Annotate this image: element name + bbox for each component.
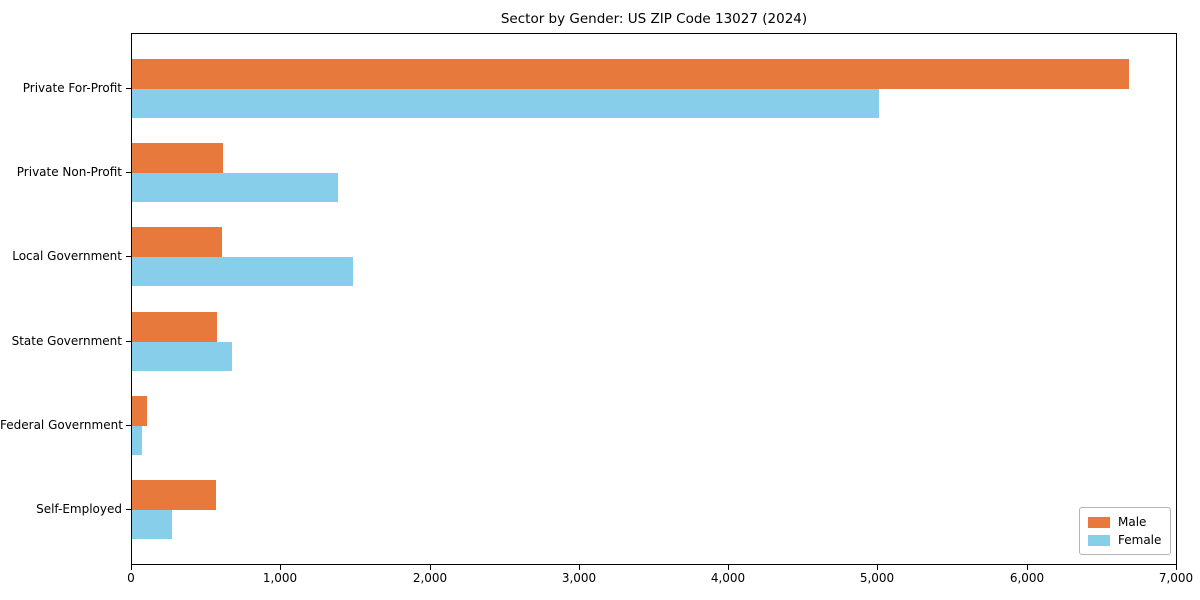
bar-female xyxy=(132,89,879,118)
x-tick-mark xyxy=(280,565,281,570)
legend-item-male: Male xyxy=(1088,515,1162,530)
x-tick-mark xyxy=(1027,565,1028,570)
x-tick-label: 0 xyxy=(127,571,135,585)
bar-male xyxy=(132,227,222,258)
y-tick-mark xyxy=(126,424,131,426)
bar-male xyxy=(132,311,217,342)
x-tick-label: 2,000 xyxy=(412,571,448,585)
y-tick-mark xyxy=(126,172,131,174)
y-tick-label: Private For-Profit xyxy=(22,81,122,95)
legend-label-female: Female xyxy=(1118,533,1162,547)
y-tick-label: Self-Employed xyxy=(36,502,122,516)
y-tick-label: Federal Government xyxy=(0,417,123,432)
bar-male xyxy=(132,480,216,510)
y-tick-mark xyxy=(126,340,131,342)
bar-male xyxy=(132,143,223,174)
female-swatch xyxy=(1088,535,1110,546)
x-tick-label: 3,000 xyxy=(561,571,597,585)
x-tick-mark xyxy=(430,565,431,570)
y-tick-mark xyxy=(126,256,131,258)
bar-male xyxy=(132,395,147,426)
x-tick-mark xyxy=(579,565,580,570)
bar-female xyxy=(132,173,338,203)
bar-female xyxy=(132,257,353,287)
x-tick-mark xyxy=(728,565,729,570)
y-tick-label: Local Government xyxy=(12,249,122,264)
bar-female xyxy=(132,341,232,371)
male-swatch xyxy=(1088,517,1110,528)
x-tick-label: 5,000 xyxy=(859,571,895,585)
legend-label-male: Male xyxy=(1118,515,1147,529)
bar-female xyxy=(132,425,142,455)
y-tick-label: State Government xyxy=(11,333,122,348)
x-tick-label: 4,000 xyxy=(710,571,746,585)
x-tick-label: 6,000 xyxy=(1009,571,1045,585)
chart-title: Sector by Gender: US ZIP Code 13027 (202… xyxy=(500,11,808,27)
plot-area: Male Female xyxy=(131,33,1177,565)
x-tick-mark xyxy=(877,565,878,570)
y-tick-mark xyxy=(126,509,131,510)
legend: Male Female xyxy=(1079,507,1171,555)
y-tick-label: Private Non-Profit xyxy=(16,165,122,180)
x-tick-label: 1,000 xyxy=(262,571,298,585)
x-tick-mark xyxy=(131,565,132,570)
legend-item-female: Female xyxy=(1088,533,1162,548)
bar-female xyxy=(132,510,172,539)
x-tick-mark xyxy=(1176,565,1177,570)
bar-male xyxy=(132,59,1129,89)
x-tick-label: 7,000 xyxy=(1158,571,1194,585)
y-tick-mark xyxy=(126,88,131,89)
